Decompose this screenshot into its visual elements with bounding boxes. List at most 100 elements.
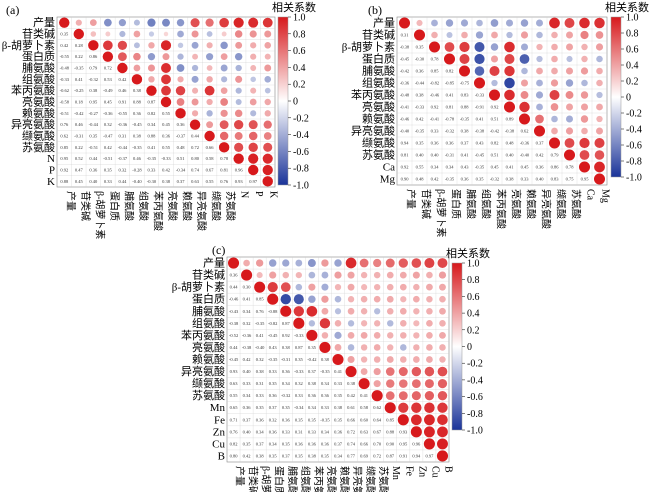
colorbar-tick-label: -0.8 [467, 409, 483, 420]
corr-circle-1-14 [264, 30, 272, 38]
corr-value-13-11: 0.81 [220, 168, 228, 173]
corr-circle-15-15 [423, 438, 435, 450]
corr-value-9-5: -0.33 [294, 369, 304, 374]
corr-value-6-0: -0.48 [400, 93, 410, 98]
corr-circle-1-2 [90, 31, 97, 37]
corr-circle-6-10 [360, 331, 368, 339]
column-label: 苏氨酸 [570, 189, 583, 219]
corr-circle-10-14 [411, 379, 421, 389]
colorbar-tick-label: -0.8 [293, 164, 309, 175]
corr-circle-1-10 [206, 31, 213, 37]
corr-circle-2-8 [520, 43, 529, 51]
row-label: 缬氨酸 [192, 376, 225, 390]
corr-value-9-6: 0.34 [148, 122, 157, 127]
column-label: Zn [416, 466, 427, 477]
corr-circle-4-15 [426, 307, 433, 315]
row-label: 赖氨酸 [22, 106, 55, 120]
corr-circle-2-2 [428, 41, 441, 53]
corr-value-7-4: 0.88 [461, 105, 470, 110]
corr-circle-3-5 [293, 294, 304, 305]
corr-value-13-9: 0.66 [347, 417, 356, 422]
corr-value-11-3: -0.31 [445, 153, 454, 158]
colorbar-tick-label: 0.4 [626, 61, 639, 72]
corr-circle-4-14 [264, 64, 272, 72]
corr-circle-0-2 [431, 19, 438, 27]
corr-circle-0-9 [536, 19, 543, 27]
corr-value-12-5: 0.46 [133, 156, 142, 161]
column-label: 组氨酸 [299, 466, 312, 492]
column-label: 苯丙氨酸 [495, 189, 508, 229]
corr-circle-11-11 [371, 390, 383, 402]
corr-circle-4-10 [206, 65, 213, 71]
corr-circle-2-12 [386, 283, 394, 291]
corr-circle-6-6 [146, 85, 157, 96]
corr-value-13-3: 0.35 [104, 168, 113, 173]
corr-circle-4-11 [374, 308, 381, 315]
corr-value-13-2: 0.36 [89, 168, 98, 173]
corr-circle-3-8 [334, 295, 342, 303]
corr-circle-11-12 [579, 150, 590, 160]
corr-circle-1-12 [234, 30, 243, 38]
corr-circle-0-8 [520, 19, 529, 27]
corr-circle-7-14 [264, 98, 271, 106]
corr-circle-11-12 [234, 142, 244, 152]
corr-value-14-2: 0.34 [256, 429, 265, 434]
corr-circle-1-3 [446, 31, 453, 39]
corr-value-8-0: -0.45 [229, 357, 239, 362]
corr-circle-0-4 [460, 19, 469, 27]
corr-circle-9-9 [189, 119, 201, 130]
corr-circle-6-11 [565, 91, 574, 99]
corr-circle-1-13 [249, 30, 257, 38]
corr-circle-5-9 [191, 75, 199, 83]
corr-circle-5-6 [148, 76, 155, 83]
corr-value-12-6: -0.35 [147, 156, 157, 161]
corr-circle-1-11 [373, 271, 381, 279]
corr-circle-0-11 [373, 258, 382, 268]
corr-value-2-1: 0.35 [416, 45, 425, 50]
corr-circle-0-14 [262, 17, 273, 28]
corr-value-8-6: 0.51 [491, 117, 499, 122]
row-label: 组氨酸 [22, 72, 55, 86]
column-label: Ca [585, 189, 596, 201]
corr-value-13-11: 0.75 [566, 177, 575, 182]
corr-value-7-2: 0.92 [431, 105, 439, 110]
corr-value-3-0: -0.55 [60, 54, 70, 59]
corr-circle-4-5 [293, 306, 304, 317]
corr-circle-1-5 [295, 271, 302, 279]
corr-circle-0-9 [345, 257, 357, 269]
corr-value-5-2: -0.35 [255, 321, 265, 326]
column-label: 亮氨酸 [510, 189, 523, 219]
corr-circle-4-12 [386, 307, 394, 315]
corr-value-14-4: 0.44 [118, 179, 127, 184]
corr-value-8-2: -0.41 [430, 117, 439, 122]
corr-circle-3-13 [250, 53, 257, 60]
corr-value-9-0: 0.93 [230, 369, 239, 374]
column-label: 脯氨酸 [122, 191, 135, 221]
corr-value-12-5: -0.35 [475, 165, 485, 170]
corr-value-13-1: 0.48 [416, 177, 425, 182]
corr-value-13-3: 0.32 [269, 417, 277, 422]
corr-circle-0-7 [505, 19, 514, 27]
corr-circle-0-1 [243, 259, 250, 267]
column-label: 赖氨酸 [181, 191, 194, 221]
corr-circle-0-6 [490, 19, 499, 27]
corr-circle-0-13 [248, 17, 259, 28]
corr-value-12-10: 0.58 [206, 156, 215, 161]
corr-circle-3-4 [280, 294, 291, 305]
corr-value-6-0: -0.62 [60, 88, 69, 93]
column-label: 脯氨酸 [465, 189, 478, 219]
corr-circle-2-7 [160, 40, 172, 51]
corr-circle-0-3 [445, 19, 454, 27]
corr-value-3-1: 0.41 [243, 297, 251, 302]
corr-circle-2-4 [117, 40, 128, 50]
corr-circle-4-8 [521, 67, 528, 75]
corr-value-10-5: 0.43 [476, 141, 485, 146]
corr-circle-4-9 [536, 67, 543, 75]
colorbar-tick-label: 1.0 [467, 259, 480, 270]
corr-value-10-6: 0.82 [491, 141, 499, 146]
corr-circle-12-12 [384, 402, 396, 414]
corr-value-13-0: 0.71 [230, 417, 238, 422]
corr-circle-7-10 [206, 98, 213, 106]
corr-circle-3-12 [386, 295, 394, 303]
corr-value-8-3: -0.78 [445, 117, 455, 122]
